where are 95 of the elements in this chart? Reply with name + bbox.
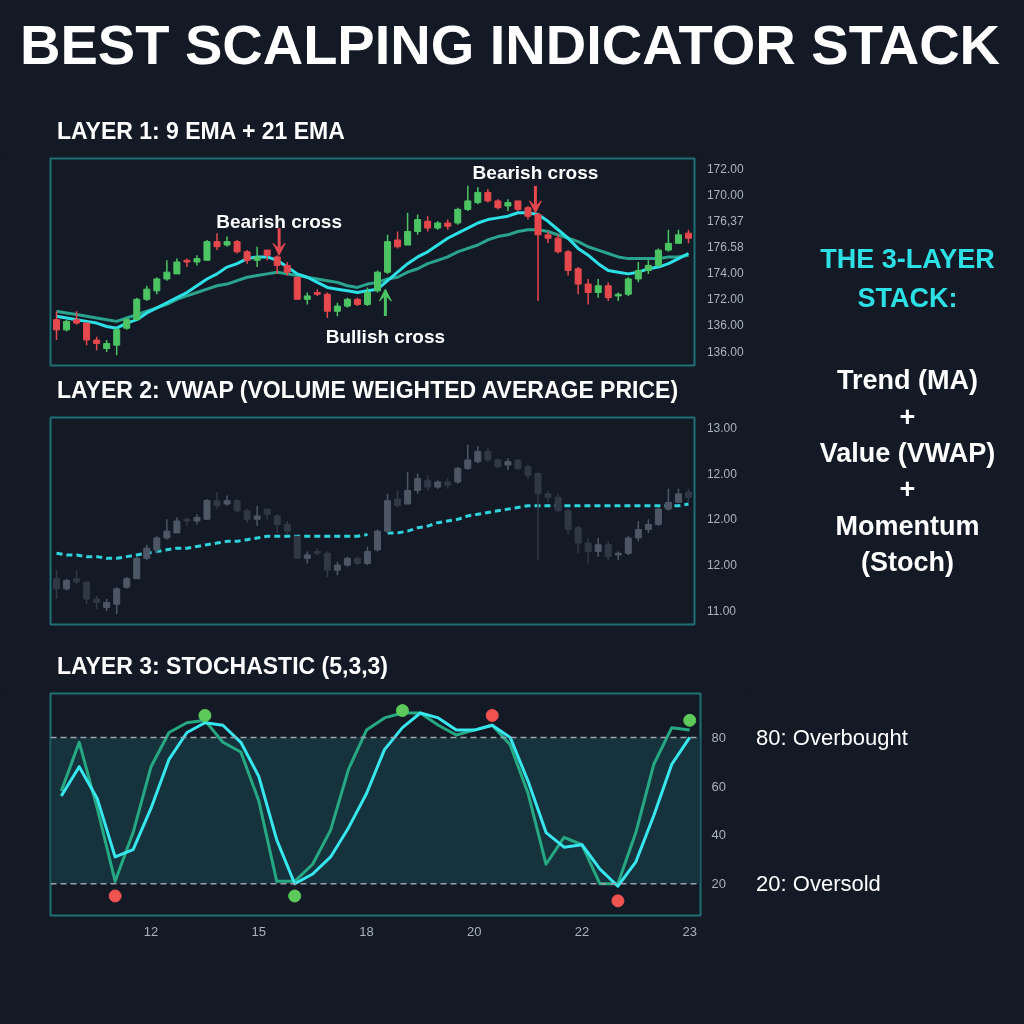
x-tick-label: 18	[359, 923, 374, 939]
candlestick	[634, 261, 642, 284]
candlestick	[554, 234, 562, 255]
candlestick	[414, 472, 422, 495]
candlestick	[564, 508, 572, 536]
y-tick-label: 40	[711, 827, 726, 843]
candlestick	[163, 259, 171, 282]
candlestick	[363, 286, 371, 307]
candlestick	[654, 506, 662, 527]
point	[395, 704, 409, 718]
candlestick	[253, 245, 261, 268]
x-tick-label: 12	[143, 923, 159, 939]
candlestick	[363, 545, 371, 566]
candlestick	[253, 504, 261, 527]
point	[198, 708, 212, 722]
candlestick	[133, 296, 141, 321]
candlestick	[323, 291, 331, 319]
ref-line-label: 80: Overbought	[756, 724, 908, 750]
y-tick-label: 60	[711, 778, 726, 794]
x-tick-label: 20	[467, 923, 482, 939]
x-tick-label: 23	[682, 923, 697, 939]
text: 174.00	[706, 266, 744, 281]
annotation: Bearish cross	[216, 210, 342, 232]
annotation: Bearish cross	[472, 161, 599, 183]
ref-line-label: 20: Oversold	[756, 871, 881, 897]
y-tick-label: 20	[711, 876, 726, 892]
candlestick	[594, 537, 602, 558]
text: 12.00	[706, 512, 738, 527]
candlestick	[53, 310, 61, 341]
candlestick	[113, 586, 121, 616]
text: +	[898, 473, 917, 507]
candlestick	[323, 550, 331, 578]
point	[108, 889, 122, 903]
candlestick	[374, 528, 382, 553]
candlestick	[414, 213, 422, 236]
text: 12.00	[706, 466, 738, 481]
candlestick	[574, 266, 582, 295]
candlestick	[584, 537, 592, 565]
candlestick	[574, 525, 582, 554]
candlestick	[664, 229, 672, 253]
y-tick-label: 80	[711, 729, 726, 745]
point	[288, 889, 302, 903]
candlestick	[584, 278, 592, 306]
text: 11.00	[706, 603, 737, 618]
candlestick	[654, 247, 662, 268]
candlestick	[664, 488, 672, 512]
candlestick	[163, 518, 171, 541]
candlestick	[83, 581, 91, 605]
candlestick	[53, 569, 61, 600]
chart-title: LAYER 2: VWAP (VOLUME WEIGHTED AVERAGE PRICE)	[56, 376, 679, 405]
text: 176,37	[706, 214, 744, 229]
point	[611, 894, 625, 908]
text: 170.00	[706, 188, 744, 203]
candlestick	[203, 239, 211, 262]
candlestick	[564, 249, 572, 277]
candlestick	[404, 212, 412, 246]
chart-title: LAYER 3: STOCHASTIC (5,3,3)	[56, 652, 389, 681]
candlestick	[113, 327, 121, 357]
text: 136.00	[706, 344, 744, 359]
text: Trend (MA)	[836, 364, 979, 398]
text: Value (VWAP)	[818, 437, 997, 470]
text: THE 3-LAYER STACK:	[819, 243, 996, 315]
text: 136.00	[706, 318, 744, 333]
annotation: Bullish cross	[325, 326, 446, 348]
candlestick	[604, 540, 612, 561]
candlestick	[554, 493, 562, 514]
chart-title: BEST SCALPING INDICATOR STACK	[19, 12, 1001, 78]
candlestick	[534, 471, 542, 561]
text: +	[898, 400, 917, 434]
candlestick	[293, 535, 301, 560]
candlestick	[273, 513, 281, 534]
text: 172.00	[706, 292, 744, 307]
text: Momentum (Stoch)	[834, 509, 981, 580]
candlestick	[464, 443, 472, 471]
point	[485, 708, 499, 722]
x-tick-label: 15	[251, 923, 267, 939]
text: 12.00	[706, 557, 738, 572]
candlestick	[464, 184, 472, 212]
candlestick	[83, 322, 91, 346]
candlestick	[404, 471, 412, 505]
text: 172.00	[706, 162, 744, 177]
text: 176.58	[706, 240, 744, 255]
x-tick-label: 22	[574, 923, 590, 939]
candlestick	[203, 498, 211, 521]
candlestick	[624, 535, 632, 556]
candlestick	[624, 276, 632, 297]
text: 13.00	[706, 421, 738, 436]
candlestick	[604, 281, 612, 302]
candlestick	[293, 276, 301, 301]
point	[683, 713, 697, 727]
candlestick	[594, 278, 602, 299]
candlestick	[634, 520, 642, 543]
chart-subtitle: LAYER 1: 9 EMA + 21 EMA	[56, 117, 345, 146]
candlestick	[374, 269, 382, 294]
candlestick	[133, 555, 141, 580]
